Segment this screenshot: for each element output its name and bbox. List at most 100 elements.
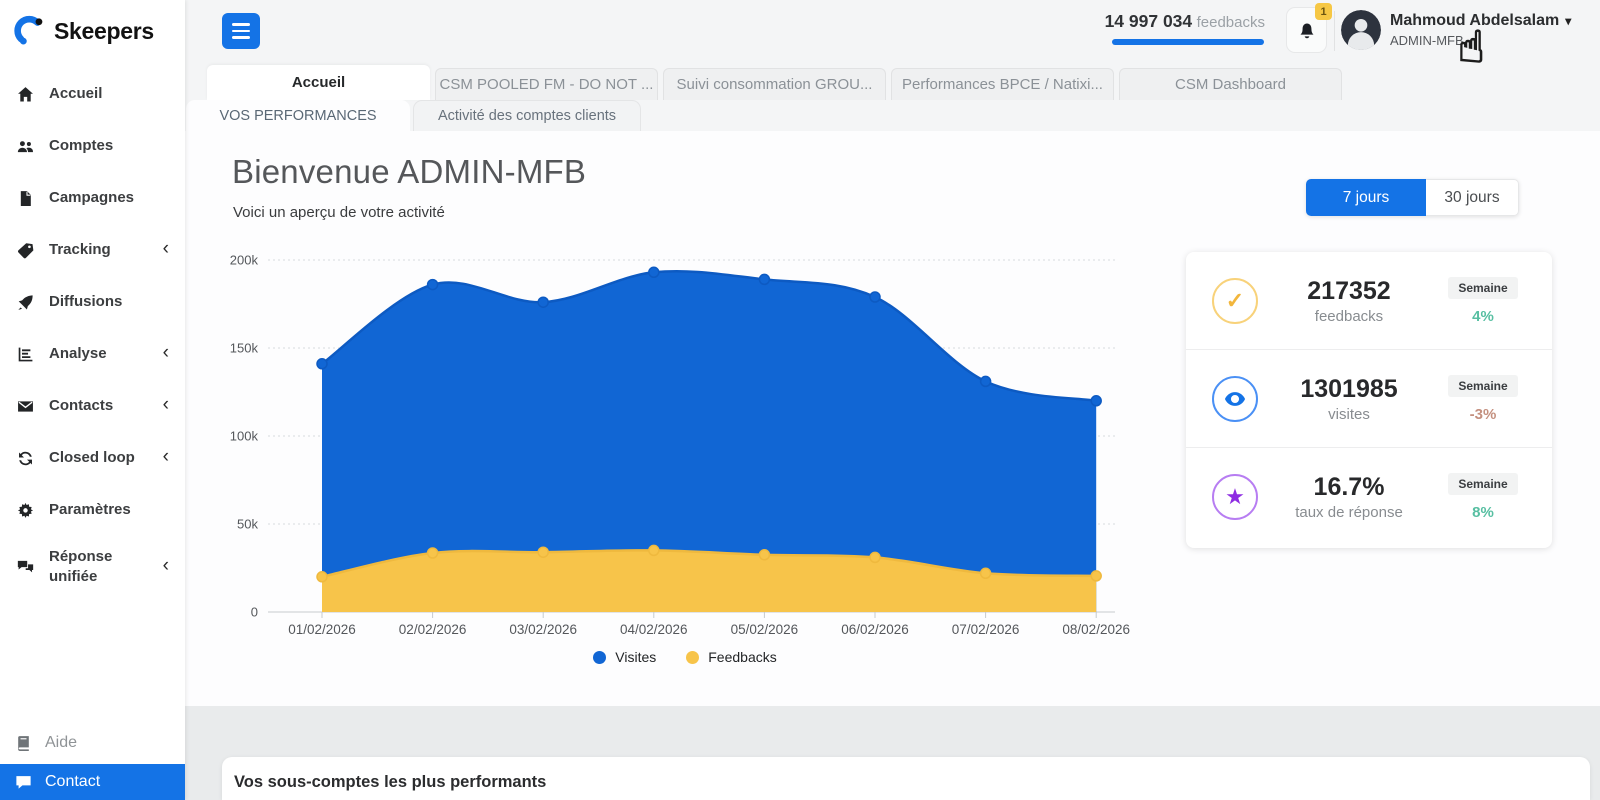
stat-row-taux-de-r-ponse: ★ 16.7% taux de réponse Semaine 8%	[1186, 448, 1552, 546]
logo-text: Skeepers	[54, 17, 154, 44]
svg-text:200k: 200k	[230, 253, 259, 268]
feedback-progress-bar	[1112, 39, 1264, 45]
chart-legend: Visites Feedbacks	[210, 649, 1160, 665]
sidebar-item-analyse[interactable]: Analyse ‹	[0, 328, 185, 380]
sidebar-item-label: Tracking	[49, 240, 111, 258]
svg-text:06/02/2026: 06/02/2026	[841, 622, 909, 637]
sidebar-item-param-tres[interactable]: Paramètres	[0, 484, 185, 536]
tab-suivi-consommation-grou[interactable]: Suivi consommation GROU...	[663, 68, 886, 100]
stat-delta: -3%	[1469, 405, 1497, 423]
stat-label: taux de réponse	[1295, 504, 1403, 521]
subtab-activit-des-comptes-clients[interactable]: Activité des comptes clients	[413, 100, 641, 131]
skeepers-logo-icon	[13, 15, 45, 47]
notification-badge: 1	[1315, 3, 1332, 20]
svg-text:04/02/2026: 04/02/2026	[620, 622, 688, 637]
stat-delta: 8%	[1472, 504, 1494, 521]
stat-row-feedbacks: ✓ 217352 feedbacks Semaine 4%	[1186, 252, 1552, 350]
sidebar-item-label: Paramètres	[49, 500, 131, 518]
sidebar-item-diffusions[interactable]: Diffusions	[0, 276, 185, 328]
sidebar-item-label: Campagnes	[49, 188, 135, 206]
book-icon	[15, 735, 32, 752]
user-name: Mahmoud Abdelsalam	[1390, 12, 1560, 29]
bell-icon	[1297, 20, 1317, 40]
sidebar-item-r-ponse-unifi-e[interactable]: Réponse unifiée ‹	[0, 536, 185, 598]
sync-icon	[17, 450, 34, 467]
tab-csm-pooled-fm-do-not[interactable]: CSM POOLED FM - DO NOT ...	[435, 68, 658, 100]
menu-toggle-button[interactable]	[222, 13, 260, 49]
stats-card: ✓ 217352 feedbacks Semaine 4% 1301985 visites S…	[1186, 252, 1552, 548]
stat-label: visites	[1328, 405, 1370, 423]
period-button-30-jours[interactable]: 30 jours	[1426, 179, 1519, 216]
gear-icon	[17, 502, 34, 519]
sidebar-item-label: Comptes	[49, 136, 114, 154]
notifications-button[interactable]: 1	[1286, 3, 1332, 53]
activity-area-chart: 0 50k 100k 150k 200k 01/02/2026 02/02/2026 03/0…	[230, 253, 1130, 638]
svg-text:07/02/2026: 07/02/2026	[952, 622, 1020, 637]
stat-value: 16.7%	[1313, 473, 1385, 501]
home-icon	[17, 86, 34, 103]
chat-bubble-icon	[15, 774, 32, 791]
chat-duo-icon	[17, 559, 34, 576]
chevron-left-icon: ‹	[162, 342, 169, 364]
legend-item-feedbacks[interactable]: Feedbacks	[686, 649, 777, 665]
sidebar-item-label: Réponse unifiée	[49, 547, 113, 585]
chevron-left-icon: ‹	[162, 446, 169, 468]
sidebar-item-label: Contact	[45, 773, 101, 790]
svg-text:01/02/2026: 01/02/2026	[288, 622, 356, 637]
svg-text:08/02/2026: 08/02/2026	[1062, 622, 1130, 637]
eye-icon	[1212, 375, 1258, 422]
stat-value: 217352	[1307, 276, 1391, 305]
tab-csm-dashboard[interactable]: CSM Dashboard	[1119, 68, 1342, 100]
chevron-left-icon: ‹	[162, 394, 169, 416]
star-icon: ★	[1212, 474, 1258, 520]
subaccounts-title: Vos sous-comptes les plus performants	[234, 773, 547, 791]
subaccounts-card: Vos sous-comptes les plus performants	[222, 757, 1590, 800]
sidebar-item-contacts[interactable]: Contacts ‹	[0, 380, 185, 432]
sidebar-item-aide[interactable]: Aide	[0, 722, 185, 764]
rocket-icon	[17, 294, 34, 311]
user-menu[interactable]: Mahmoud Abdelsalam ▾ ADMIN-MFB	[1390, 12, 1571, 48]
legend-dot	[593, 650, 607, 664]
stat-delta: 4%	[1472, 307, 1494, 325]
sidebar-footer: Aide Contact	[0, 722, 185, 800]
sidebar-item-label: Diffusions	[49, 292, 123, 310]
sidebar-item-contact[interactable]: Contact	[0, 764, 185, 800]
legend-item-visites[interactable]: Visites	[593, 649, 656, 665]
svg-text:02/02/2026: 02/02/2026	[399, 622, 467, 637]
stat-label: feedbacks	[1314, 307, 1384, 325]
stat-period-badge: Semaine	[1448, 276, 1518, 299]
subtab-vos-performances[interactable]: VOS PERFORMANCES	[186, 100, 410, 132]
sidebar-item-tracking[interactable]: Tracking ‹	[0, 224, 185, 276]
sidebar-item-label: Contacts	[49, 396, 114, 414]
tab-performances-bpce-natixi[interactable]: Performances BPCE / Natixi...	[891, 68, 1114, 100]
mail-icon	[17, 398, 34, 415]
svg-text:100k: 100k	[230, 429, 259, 444]
document-icon	[17, 190, 34, 207]
tag-icon	[17, 242, 34, 259]
sidebar-item-accueil[interactable]: Accueil	[0, 68, 185, 120]
sidebar-item-label: Analyse	[49, 344, 107, 362]
feedback-count-label: feedbacks	[1196, 14, 1265, 31]
stat-period-badge: Semaine	[1448, 473, 1518, 495]
sidebar-item-campagnes[interactable]: Campagnes	[0, 172, 185, 224]
sidebar-nav: Accueil Comptes Campagnes Tracking ‹ Diffusio…	[0, 68, 185, 598]
svg-text:50k: 50k	[237, 517, 258, 532]
global-feedback-counter: 14 997 034 feedbacks	[1090, 11, 1265, 32]
sidebar-item-label: Closed loop	[49, 448, 135, 466]
chevron-left-icon: ‹	[162, 555, 169, 577]
main-panel: Bienvenue ADMIN-MFB Voici un aperçu de v…	[185, 131, 1600, 706]
page-title: Bienvenue ADMIN-MFB	[232, 153, 587, 190]
svg-text:05/02/2026: 05/02/2026	[731, 622, 799, 637]
period-button-7-jours[interactable]: 7 jours	[1306, 179, 1426, 216]
stat-value: 1301985	[1300, 374, 1398, 403]
svg-text:0: 0	[251, 605, 258, 620]
avatar[interactable]	[1341, 10, 1381, 50]
users-icon	[17, 138, 34, 155]
svg-text:150k: 150k	[230, 341, 259, 356]
tab-accueil[interactable]: Accueil	[207, 65, 430, 100]
stat-row-visites: 1301985 visites Semaine -3%	[1186, 350, 1552, 448]
chevron-down-icon: ▾	[1565, 14, 1572, 28]
sidebar-item-closed-loop[interactable]: Closed loop ‹	[0, 432, 185, 484]
sidebar-item-comptes[interactable]: Comptes	[0, 120, 185, 172]
skeepers-logo[interactable]: Skeepers	[0, 0, 185, 57]
